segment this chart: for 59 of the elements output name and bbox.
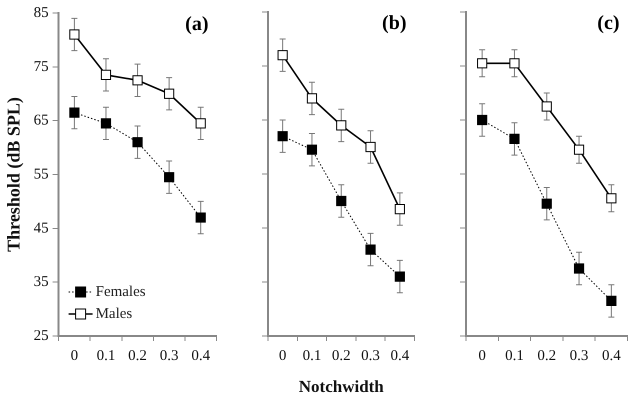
point (132, 75, 143, 86)
x-axis-title: Notchwidth (298, 377, 384, 396)
annotation: (b) (382, 12, 406, 34)
y-tick-label: 85 (34, 4, 49, 21)
x-tick-label: 0.2 (332, 348, 351, 364)
legend-label: Males (96, 306, 132, 322)
point (574, 144, 584, 155)
x-tick-label: 0.4 (390, 348, 410, 364)
point (164, 172, 174, 182)
x-tick-label: 0 (278, 348, 286, 364)
point (606, 193, 616, 204)
x-tick-label: 0.1 (302, 348, 322, 364)
point (542, 101, 552, 112)
point (365, 142, 376, 152)
point (306, 144, 318, 155)
y-tick-label: 75 (34, 58, 49, 75)
point (336, 196, 346, 206)
x-tick-label: 0.3 (570, 348, 588, 364)
point (606, 296, 616, 306)
point (509, 58, 520, 68)
x-tick-label: 0.2 (128, 348, 147, 364)
point (196, 118, 206, 128)
x-tick-label: 0.4 (602, 348, 622, 364)
point (365, 244, 376, 255)
point (542, 198, 552, 209)
y-tick-label: 45 (34, 220, 49, 236)
point (336, 120, 346, 130)
y-tick-label: 65 (34, 112, 49, 129)
annotation: (c) (597, 12, 620, 34)
y-tick-label: 55 (34, 166, 49, 182)
point (196, 212, 206, 223)
point (477, 114, 488, 126)
point (509, 134, 520, 144)
point (164, 88, 174, 99)
legend-label: Females (96, 284, 146, 300)
x-tick-label: 0.2 (537, 348, 556, 364)
y-axis-title: Threshold (dB SPL) (3, 97, 24, 252)
point (278, 131, 288, 142)
point (132, 137, 143, 148)
point (477, 58, 488, 68)
point (574, 263, 584, 274)
point (100, 70, 112, 80)
point (100, 118, 112, 128)
x-tick-label: 0.3 (361, 348, 380, 364)
x-tick-label: 0.1 (96, 348, 116, 364)
point (69, 107, 80, 118)
y-tick-label: 35 (34, 274, 49, 290)
annotation: (a) (185, 13, 208, 36)
point (278, 50, 288, 60)
x-tick-label: 0.1 (505, 348, 524, 364)
point (306, 93, 318, 104)
x-tick-label: 0 (70, 348, 78, 364)
x-tick-label: 0 (478, 348, 486, 364)
point (394, 272, 405, 282)
y-tick-label: 25 (34, 328, 49, 344)
point (394, 204, 405, 214)
x-tick-label: 0.3 (160, 348, 179, 364)
x-tick-label: 0.4 (191, 348, 211, 364)
point (69, 29, 80, 40)
